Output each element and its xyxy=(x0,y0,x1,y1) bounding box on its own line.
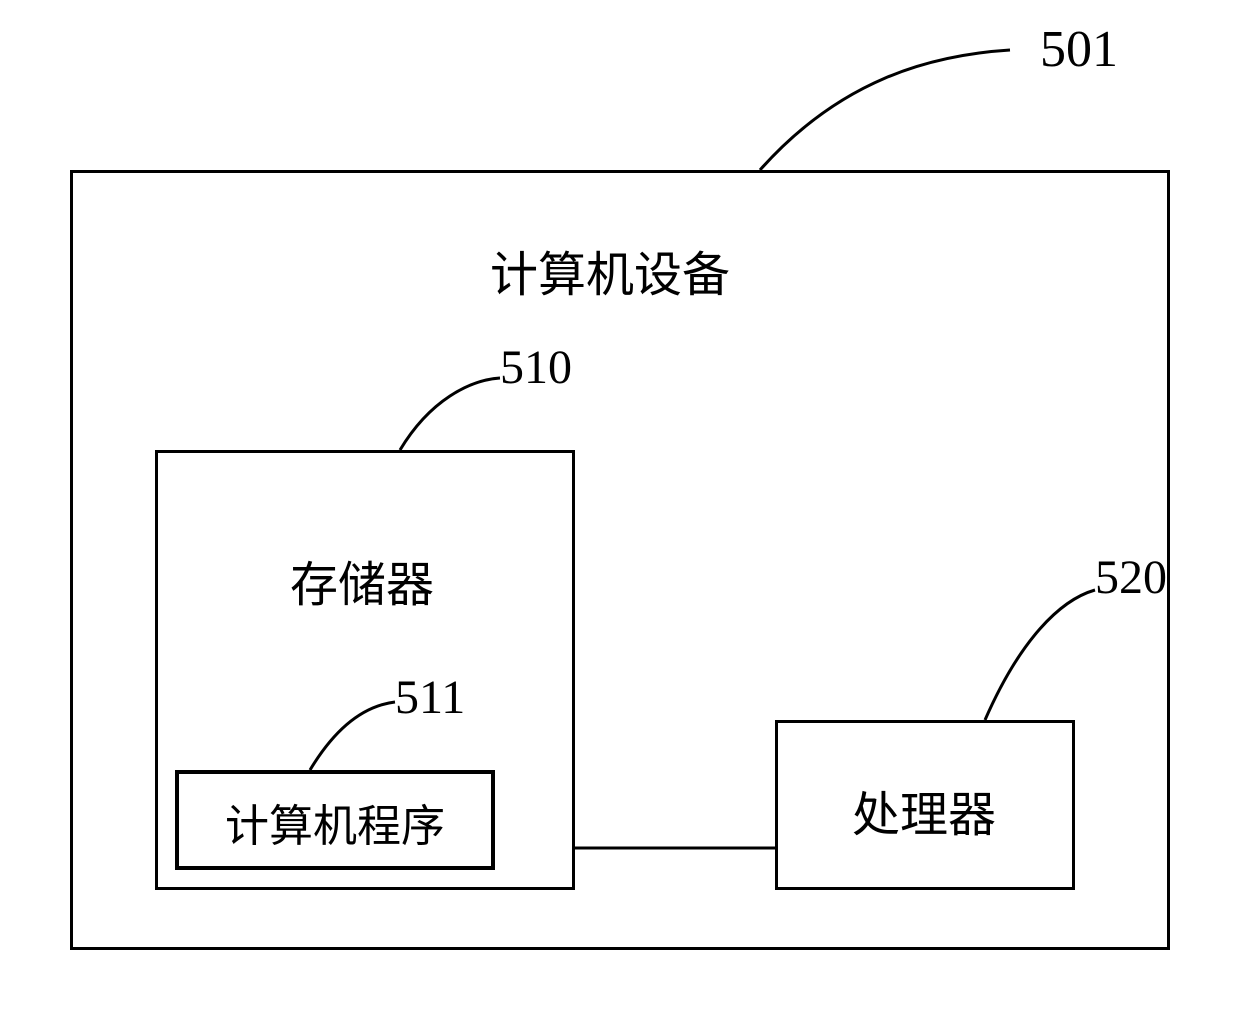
callout-511-label: 511 xyxy=(395,670,465,725)
callout-510-label: 510 xyxy=(500,340,572,395)
callout-501-curve xyxy=(760,50,1010,170)
callout-501-label: 501 xyxy=(1040,20,1118,79)
program-box-label: 计算机程序 xyxy=(225,790,445,854)
processor-box-label: 处理器 xyxy=(852,775,996,845)
memory-box-label: 存储器 xyxy=(290,545,434,615)
callout-520-label: 520 xyxy=(1095,550,1167,605)
outer-box-label: 计算机设备 xyxy=(490,235,730,305)
diagram-canvas: 计算机设备 存储器 计算机程序 处理器 501 510 511 520 xyxy=(0,0,1240,1016)
